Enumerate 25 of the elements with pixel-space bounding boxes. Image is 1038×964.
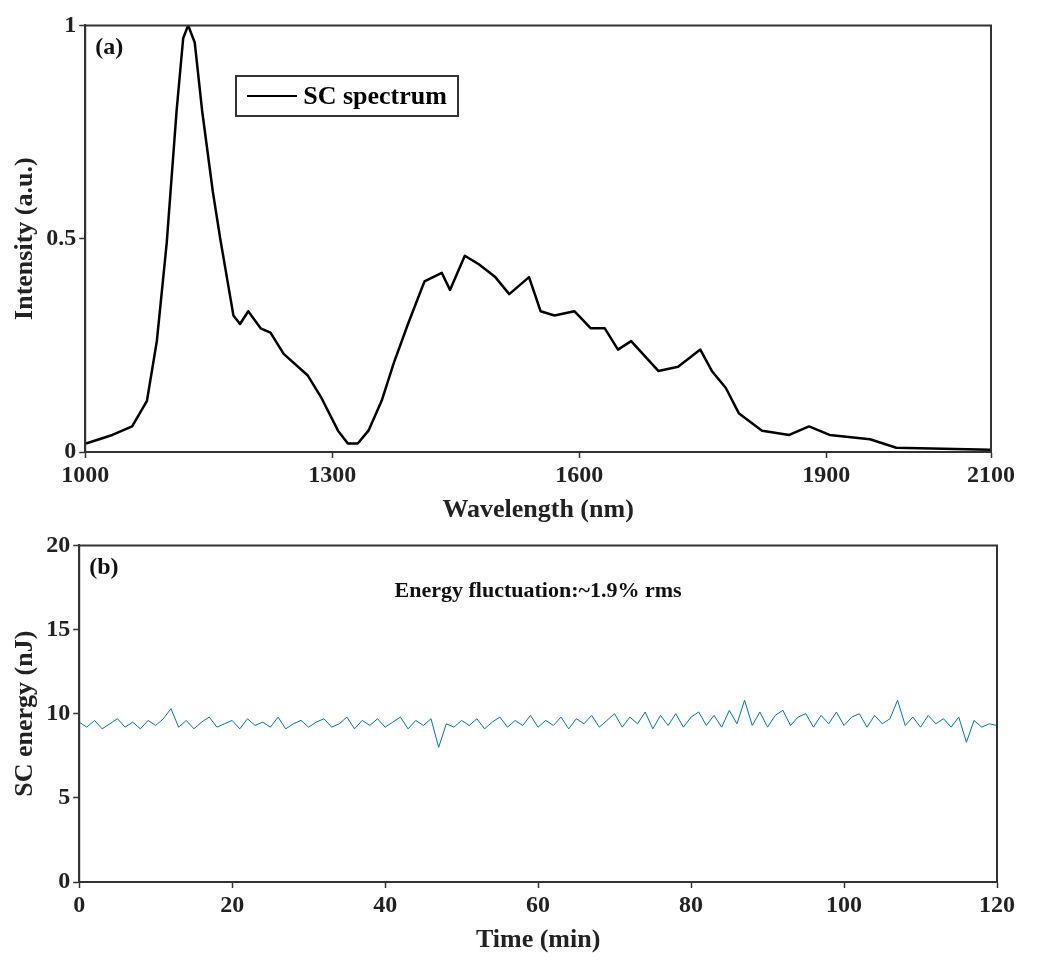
x-tick-label: 60: [526, 890, 551, 917]
y-tick-label: 15: [46, 614, 71, 641]
x-tick-label: 80: [679, 890, 704, 917]
y-tick-label: 0.5: [46, 223, 77, 250]
y-tick-label: 20: [46, 530, 71, 557]
x-tick-label: 1300: [308, 460, 357, 487]
x-axis-title: Time (min): [475, 924, 601, 954]
x-tick-label: 2100: [967, 460, 1015, 487]
y-tick-label: 10: [46, 698, 71, 725]
annotation: (a): [95, 32, 124, 59]
x-axis-title: Wavelength (nm): [442, 494, 634, 524]
y-axis-title: Intensity (a.u.): [9, 157, 39, 320]
x-tick-label: 1600: [555, 460, 604, 487]
legend-label: SC spectrum: [303, 81, 447, 112]
y-tick-label: 5: [58, 783, 71, 810]
annotation: (b): [89, 552, 119, 579]
x-tick-label: 20: [220, 890, 245, 917]
annotation: Energy fluctuation:~1.9% rms: [394, 577, 683, 603]
x-tick-label: 1900: [802, 460, 851, 487]
x-tick-label: 40: [373, 890, 398, 917]
x-tick-label: 100: [826, 890, 863, 917]
y-axis-title: SC energy (nJ): [9, 630, 39, 797]
y-tick-label: 1: [64, 10, 77, 37]
x-tick-label: 120: [979, 890, 1015, 917]
y-tick-label: 0: [58, 867, 71, 894]
